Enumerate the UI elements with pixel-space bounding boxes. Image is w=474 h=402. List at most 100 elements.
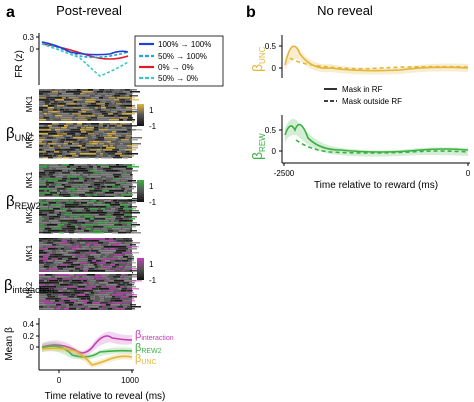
heatmap-cell	[129, 296, 137, 298]
heatmap-cell	[44, 170, 54, 172]
heatmap-cell	[130, 276, 140, 278]
heatmap-cell	[58, 290, 63, 292]
heatmap-cell	[114, 222, 118, 224]
heatmap-cell	[98, 242, 103, 244]
heatmap-cell	[44, 178, 52, 180]
heatmap-cell	[67, 174, 70, 176]
heatmap-cell	[121, 166, 128, 168]
heatmap-cell	[117, 145, 129, 147]
heatmap-cell	[122, 131, 127, 133]
heatmap-cell	[50, 300, 58, 302]
heatmap-cell	[78, 151, 81, 153]
heatmap-cell	[44, 113, 47, 115]
heatmap-cell	[54, 262, 66, 264]
heatmap-cell	[111, 117, 123, 119]
heatmap-cell	[51, 103, 57, 105]
heatmap-cell	[99, 306, 102, 308]
heatmap-cell	[118, 288, 121, 290]
heatmap-cell	[62, 228, 74, 230]
heatmap-cell	[86, 244, 90, 246]
heatmap-cell	[105, 214, 111, 216]
heatmap-cell	[64, 300, 70, 302]
heatmap-cell	[46, 97, 55, 99]
heatmap-cell	[123, 157, 128, 159]
heatmap-cell	[63, 280, 69, 282]
heatmap-cell	[44, 89, 52, 91]
heatmap-cell	[107, 250, 113, 252]
heatmap-cell	[131, 286, 136, 288]
heatmap-cell	[97, 149, 100, 151]
heatmap-cell	[39, 168, 43, 170]
heatmap-cell	[112, 137, 118, 139]
heatmap-cell	[59, 244, 69, 246]
heatmap-cell	[58, 93, 61, 95]
heatmap-cell	[53, 200, 59, 202]
heatmap-cell	[69, 157, 75, 159]
heatmap-cell	[69, 268, 75, 270]
heatmap-cell	[80, 256, 85, 258]
heatmap-cell	[109, 190, 119, 192]
heatmap-cell	[77, 278, 89, 280]
heatmap-cell	[39, 260, 46, 262]
heatmap-cell	[57, 107, 60, 109]
heatmap-cell	[121, 180, 126, 182]
heatmap-cell	[44, 266, 53, 268]
heatmap-cell	[88, 186, 92, 188]
heatmap-cell	[125, 254, 133, 256]
heatmap-cell	[120, 204, 130, 206]
heatmap-cell	[109, 166, 121, 168]
heatmap-cell	[130, 91, 140, 93]
heatmap-cell	[108, 157, 112, 159]
heatmap-cell	[39, 214, 49, 216]
heatmap-cell	[39, 208, 48, 210]
heatmap-cell	[120, 276, 123, 278]
heatmap-cell	[86, 143, 96, 145]
heatmap-cell	[47, 294, 51, 296]
heatmap-cell	[39, 135, 42, 137]
heatmap-cell	[45, 228, 52, 230]
heatmap-cell	[44, 155, 52, 157]
heatmap-cell	[94, 184, 100, 186]
heatmap-cell	[116, 286, 121, 288]
heatmap-cell	[121, 292, 132, 294]
heatmap-cell	[48, 260, 53, 262]
heatmap-cell	[131, 224, 140, 226]
heatmap-cell	[57, 278, 63, 280]
heatmap-cell	[77, 306, 84, 308]
heatmap-cell	[39, 182, 45, 184]
heatmap-cell	[39, 242, 43, 244]
heatmap-cell	[117, 125, 122, 127]
heatmap-cell	[114, 224, 120, 226]
heatmap-cell	[109, 143, 115, 145]
heatmap-cell	[55, 115, 62, 117]
heatmap-cell	[110, 290, 114, 292]
heatmap-cell	[125, 188, 134, 190]
heatmap-cell	[81, 196, 87, 198]
heatmap-cell	[66, 123, 77, 125]
heatmap-cell	[57, 188, 65, 190]
beta-int-row-mk2: MK2	[25, 281, 34, 298]
heatmap-cell	[83, 282, 89, 284]
heatmap-cell	[59, 270, 71, 272]
heatmap-cell	[122, 176, 133, 178]
heatmap-cell	[62, 172, 70, 174]
heatmap-cell	[87, 298, 90, 300]
heatmap-cell	[39, 107, 47, 109]
heatmap-cell	[115, 184, 121, 186]
heatmap-cell	[122, 228, 130, 230]
panel-b-title: No reveal	[317, 3, 373, 18]
heatmap-cell	[46, 200, 55, 202]
heatmap-cell	[103, 258, 114, 260]
heatmap-cell	[55, 149, 61, 151]
heatmap-cell	[39, 248, 50, 250]
fr-ylabel: FR (z)	[14, 50, 25, 78]
heatmap-cell	[79, 155, 86, 157]
heatmap-cell	[66, 250, 74, 252]
heatmap-cell	[102, 113, 108, 115]
heatmap-cell	[56, 176, 63, 178]
heatmap-cell	[104, 139, 116, 141]
heatmap-cell	[85, 101, 95, 103]
heatmap-cell	[112, 149, 121, 151]
heatmap-cell	[120, 101, 125, 103]
heatmap-cell	[108, 302, 119, 304]
